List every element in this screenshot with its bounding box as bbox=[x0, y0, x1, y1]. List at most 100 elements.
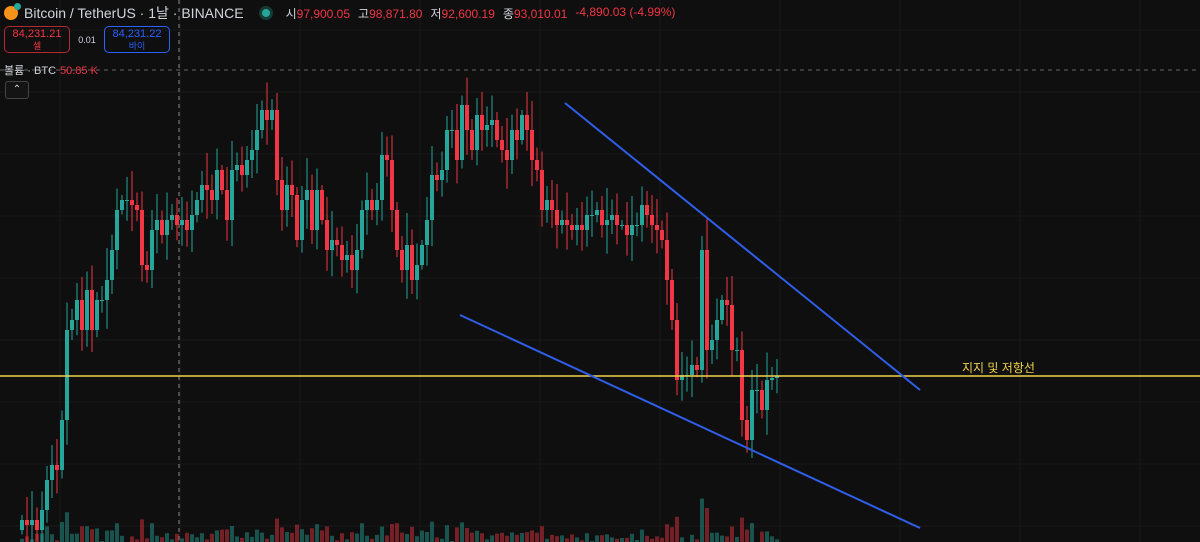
volume-bar bbox=[140, 519, 144, 542]
volume-bar bbox=[165, 533, 169, 542]
candle-body bbox=[645, 205, 649, 215]
candle-body bbox=[665, 240, 669, 280]
candle-body bbox=[375, 200, 379, 210]
candle-body bbox=[50, 465, 54, 480]
candle-body bbox=[205, 185, 209, 190]
candle-body bbox=[605, 220, 609, 225]
candle-body bbox=[710, 340, 714, 350]
candle-body bbox=[545, 200, 549, 210]
candle-body bbox=[515, 130, 519, 140]
candle-body bbox=[140, 210, 144, 265]
candle-body bbox=[580, 225, 584, 230]
volume-bar bbox=[210, 533, 214, 542]
candle-body bbox=[250, 150, 254, 160]
sell-button[interactable]: 84,231.21 셀 bbox=[4, 26, 70, 53]
volume-bar bbox=[20, 538, 24, 542]
volume-bar bbox=[620, 538, 624, 542]
high-label: 고 bbox=[358, 6, 370, 21]
volume-bar bbox=[80, 526, 84, 542]
support-resistance-label[interactable]: 지지 및 저항선 bbox=[962, 361, 1035, 375]
volume-bar bbox=[300, 529, 304, 542]
open-label: 시 bbox=[285, 6, 297, 21]
candle-body bbox=[745, 420, 749, 440]
candle-body bbox=[395, 210, 399, 250]
candle-body bbox=[430, 175, 434, 220]
candle-body bbox=[80, 300, 84, 330]
candle-body bbox=[620, 225, 624, 226]
candle-body bbox=[65, 330, 69, 420]
volume-bar bbox=[690, 534, 694, 542]
volume-bar bbox=[465, 528, 469, 542]
volume-bar bbox=[760, 531, 764, 542]
volume-bar bbox=[715, 532, 719, 542]
candle-body bbox=[695, 365, 699, 370]
low-value: 92,600.19 bbox=[441, 6, 495, 21]
candle-body bbox=[470, 130, 474, 150]
volume-bar bbox=[500, 532, 504, 542]
candle-body bbox=[260, 110, 264, 130]
candle-body bbox=[325, 220, 329, 250]
volume-bar bbox=[580, 540, 584, 542]
candle-body bbox=[610, 215, 614, 220]
candle-body bbox=[360, 210, 364, 250]
buy-button[interactable]: 84,231.22 바이 bbox=[104, 26, 170, 53]
volume-bar bbox=[200, 533, 204, 542]
lower-trendline bbox=[459, 314, 921, 529]
volume-bar bbox=[175, 533, 179, 542]
candle-body bbox=[35, 520, 39, 530]
candle-body bbox=[210, 190, 214, 200]
candle-body bbox=[200, 185, 204, 200]
candle-body bbox=[775, 376, 779, 378]
volume-bar bbox=[495, 533, 499, 542]
volume-bar bbox=[295, 524, 299, 542]
volume-bar bbox=[710, 532, 714, 542]
candle-body bbox=[265, 110, 269, 120]
volume-bar bbox=[275, 518, 279, 542]
volume-bar bbox=[415, 536, 419, 542]
candle-body bbox=[125, 200, 129, 201]
candle-body bbox=[440, 170, 444, 180]
volume-bar bbox=[325, 526, 329, 542]
volume-bar bbox=[60, 522, 64, 542]
candle-body bbox=[365, 200, 369, 210]
volume-bar bbox=[625, 537, 629, 542]
candle-body bbox=[75, 300, 79, 320]
symbol-title[interactable]: Bitcoin / TetherUS · 1날 · BINANCE bbox=[24, 5, 244, 21]
volume-bar bbox=[585, 533, 589, 542]
volume-bar bbox=[270, 534, 274, 542]
candle-body bbox=[30, 520, 34, 525]
candle-body bbox=[40, 510, 44, 530]
volume-bar bbox=[180, 538, 184, 542]
volume-bar bbox=[695, 539, 699, 542]
candle-body bbox=[420, 245, 424, 265]
volume-bar bbox=[520, 533, 524, 542]
candle-body bbox=[720, 300, 724, 320]
volume-bar bbox=[155, 535, 159, 542]
volume-bar bbox=[550, 534, 554, 542]
candle-body bbox=[560, 220, 564, 225]
volume-bar bbox=[735, 537, 739, 542]
volume-bar bbox=[660, 537, 664, 542]
candle-body bbox=[550, 200, 554, 210]
volume-bar bbox=[750, 523, 754, 542]
candle-body bbox=[465, 105, 469, 130]
candle-body bbox=[190, 215, 194, 230]
sell-label: 셀 bbox=[32, 41, 42, 51]
volume-bar bbox=[595, 535, 599, 542]
candle-body bbox=[135, 205, 139, 210]
volume-bar bbox=[195, 537, 199, 542]
volume-bar bbox=[335, 540, 339, 542]
candle-body bbox=[90, 290, 94, 330]
candle-body bbox=[245, 160, 249, 175]
candle-body bbox=[750, 390, 754, 440]
volume-bar bbox=[235, 536, 239, 542]
volume-bar bbox=[75, 533, 79, 542]
candle-body bbox=[525, 115, 529, 130]
candle-body bbox=[230, 170, 234, 220]
candle-body bbox=[740, 350, 744, 420]
candle-body bbox=[575, 225, 579, 230]
candle-body bbox=[255, 130, 259, 150]
chevron-up-icon[interactable]: ⌃ bbox=[5, 81, 29, 99]
volume-bar bbox=[135, 539, 139, 542]
